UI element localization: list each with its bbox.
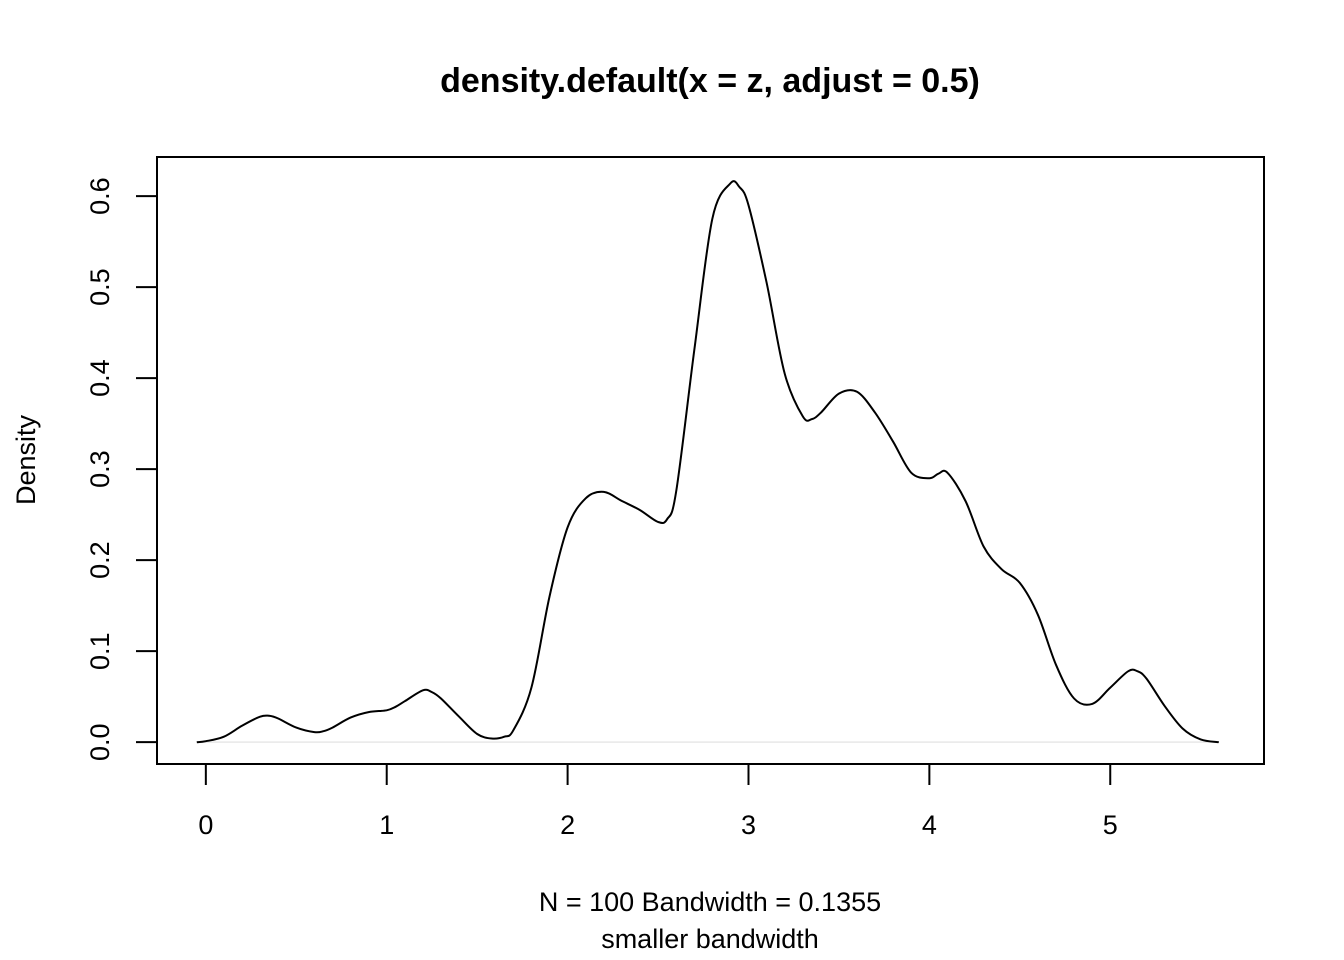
y-axis: 0.0 0.1 0.2 0.3 0.4 0.5 0.6 [85,177,158,761]
y-tick-label: 0.3 [85,450,115,488]
chart-subtitle: smaller bandwidth [601,924,819,954]
x-axis: 0 1 2 3 4 5 [198,763,1118,840]
y-tick-label: 0.0 [85,723,115,761]
x-axis-label: N = 100 Bandwidth = 0.1355 [539,887,881,917]
chart-title: density.default(x = z, adjust = 0.5) [440,62,980,100]
y-tick-label: 0.6 [85,177,115,215]
y-tick-label: 0.5 [85,268,115,306]
x-tick-label: 0 [198,810,213,840]
density-curve [196,180,1219,744]
y-tick-label: 0.2 [85,541,115,579]
x-tick-label: 4 [922,810,937,840]
x-tick-label: 2 [560,810,575,840]
x-tick-label: 1 [379,810,394,840]
y-tick-label: 0.4 [85,359,115,397]
plot-frame [156,156,1265,765]
x-tick-label: 3 [741,810,756,840]
y-tick-label: 0.1 [85,632,115,670]
y-axis-label: Density [11,414,41,505]
x-tick-label: 5 [1103,810,1118,840]
